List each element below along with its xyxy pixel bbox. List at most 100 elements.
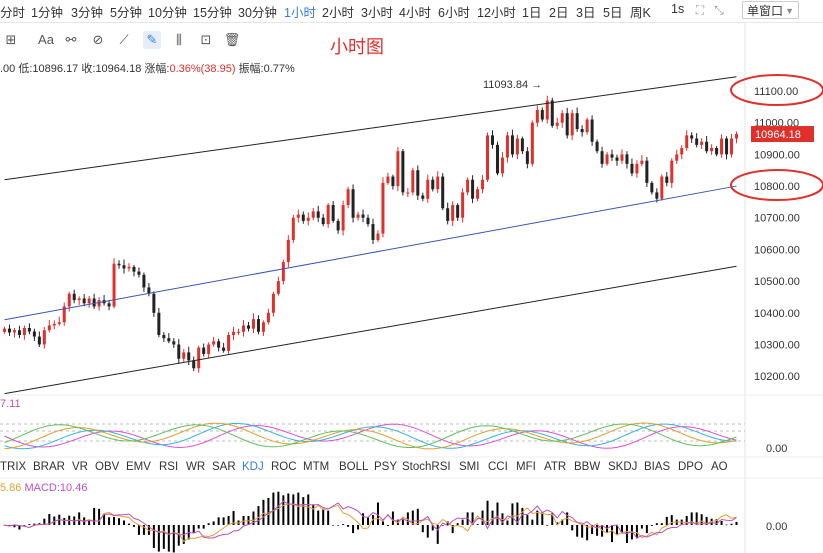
barcode-icon[interactable]: ⫼ [176,32,182,47]
indicator-tab-stochrsi[interactable]: StochRSI [402,461,451,473]
macd-bar [615,525,618,535]
magnet-icon[interactable]: ⊘ [92,32,104,47]
indicator-tab-boll[interactable]: BOLL [339,461,369,473]
candle [167,338,171,342]
indicator-tab-trix[interactable]: TRIX [0,461,27,473]
macd-bar [635,525,638,539]
tf-5min[interactable]: 5分钟 [110,6,142,20]
macd-bar [312,504,315,525]
macd-bar [421,525,424,533]
candle [535,110,539,123]
indicator-tab-roc[interactable]: ROC [271,461,297,473]
indicator-tab-wr[interactable]: WR [186,461,206,473]
fullscreen-icon[interactable]: ⛶ [695,3,705,17]
candle [117,263,121,266]
candle [371,224,375,240]
indicator-tab-bias[interactable]: BIAS [644,461,671,473]
tf-15min[interactable]: 15分钟 [193,6,232,20]
indicator-tab-atr[interactable]: ATR [544,461,567,473]
indicator-tab-ao[interactable]: AO [711,461,728,473]
ruler-icon[interactable]: ⟋ [119,32,129,47]
candle [281,262,285,282]
macd-bar [202,525,205,529]
ohlc-readout: .00 低:10896.17 收:10964.18 涨幅:0.36%(38.95… [0,60,295,76]
tf-3day[interactable]: 3日 [576,6,596,20]
candle [625,154,629,164]
y-tick-label: 10800.00 [754,181,800,193]
macd-bar [98,508,101,525]
candle [321,217,325,225]
indicator-tab-sar[interactable]: SAR [212,461,236,473]
macd-bar [611,525,614,543]
tf-10min[interactable]: 10分钟 [148,6,187,20]
macd-bar [650,525,653,526]
indicator-tab-cci[interactable]: CCI [488,461,508,473]
candle [2,328,6,332]
window-select[interactable]: 单窗口 ▼ [742,1,799,19]
trash-icon[interactable]: 🗑 [223,32,241,47]
macd-line [4,503,737,543]
pen-icon[interactable]: ✎ [143,31,161,49]
tf-2day[interactable]: 2日 [549,6,569,20]
tf-4hour[interactable]: 4小时 [399,6,431,20]
tf-1day[interactable]: 1日 [522,6,542,20]
indicator-tab-dpo[interactable]: DPO [678,461,703,473]
tf-1hour[interactable]: 1小时 [284,6,316,20]
tf-1min[interactable]: 1分钟 [31,6,63,20]
indicator-tab-mtm[interactable]: MTM [303,461,330,473]
candle [341,205,345,231]
indicator-tab-smi[interactable]: SMI [459,461,480,473]
indicator-tab-skdj[interactable]: SKDJ [608,461,638,473]
pattern-icon[interactable]: ⚯ [65,32,77,47]
macd-bar [670,515,673,525]
tf-6hour[interactable]: 6小时 [438,6,470,20]
crosshair-icon[interactable]: ⊞ [5,32,17,47]
indicator-tab-vr[interactable]: VR [72,461,88,473]
candle [52,323,56,326]
lock-icon[interactable]: ⊡ [200,32,212,47]
tf-30min[interactable]: 30分钟 [238,6,277,20]
macd-bar [705,516,708,525]
indicator-tab-rsi[interactable]: RSI [159,461,179,473]
macd-bar [531,519,534,525]
candle [411,170,415,193]
shrink-icon[interactable]: ⤡ [714,3,724,17]
highlight-ellipse [730,169,823,202]
macd-bar [591,525,594,534]
y-tick-label: 10400.00 [754,308,800,320]
tf-12hour[interactable]: 12小时 [477,6,516,20]
indicator-tab-bbw[interactable]: BBW [574,461,601,473]
change-label: 涨幅: [144,63,170,75]
candle [27,328,31,332]
indicator-tab-psy[interactable]: PSY [374,461,398,473]
macd-bar [28,524,31,525]
macd-bar [655,523,658,525]
kdj-line [4,423,737,449]
indicator-tab-kdj[interactable]: KDJ [242,461,264,473]
text-tool-icon[interactable]: Aa [38,32,54,47]
macd-bar [720,521,723,525]
indicator-tab-mfi[interactable]: MFI [516,461,536,473]
tf-2hour[interactable]: 2小时 [322,6,354,20]
tf-3hour[interactable]: 3小时 [361,6,393,20]
tf-fenshi[interactable]: 分时 [0,6,26,20]
interval-label[interactable]: 1s [671,2,685,16]
macd-bar [137,525,140,535]
indicator-tab-brar[interactable]: BRAR [33,461,65,473]
tf-3min[interactable]: 3分钟 [71,6,103,20]
indicator-tab-obv[interactable]: OBV [95,461,120,473]
kdj-line [4,422,737,450]
macd-bar [401,519,404,525]
macd-bar [342,524,345,525]
candle [296,214,300,218]
tf-5day[interactable]: 5日 [603,6,623,20]
candle [137,271,141,275]
macd-bar [3,524,6,526]
candle [575,113,579,130]
candle [421,195,425,199]
candle [441,176,445,209]
indicator-tab-emv[interactable]: EMV [126,461,151,473]
macd-bar [451,525,454,534]
tf-week[interactable]: 周K [630,6,651,20]
